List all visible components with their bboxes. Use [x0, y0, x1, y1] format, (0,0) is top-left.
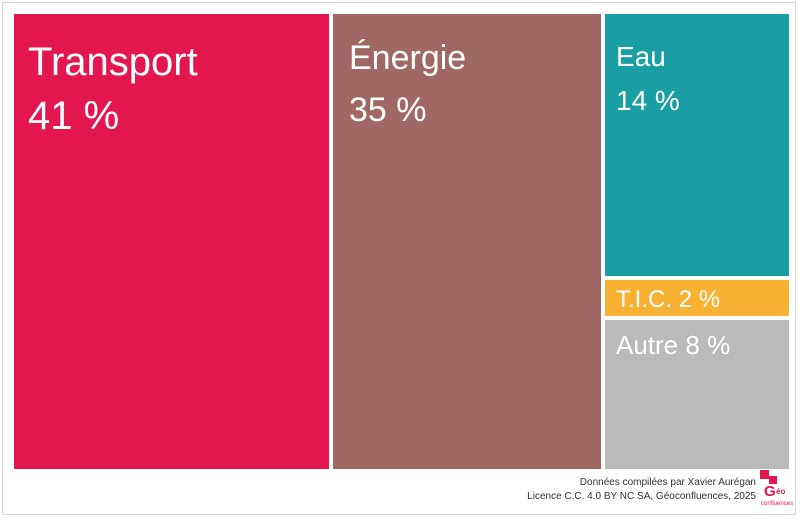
tile-value: 14 %: [616, 85, 680, 116]
svg-text:éo: éo: [776, 487, 785, 496]
tile-label: Eau: [616, 41, 666, 72]
tile-value: 41 %: [28, 94, 120, 138]
tile-label: T.I.C.: [616, 286, 673, 313]
svg-text:confluences: confluences: [761, 501, 793, 507]
tile-label: Autre: [616, 330, 679, 360]
svg-text:G: G: [764, 483, 776, 500]
credits-line-1: Données compilées par Xavier Aurégan: [579, 477, 756, 488]
treemap-tile-autre: Autre 8 %: [605, 320, 789, 469]
tile-value: 35 %: [349, 91, 427, 129]
treemap-tile-transport: Transport 41 %: [14, 14, 329, 469]
treemap-tile-tic: T.I.C. 2 %: [605, 280, 789, 316]
credits-line-2: Licence C.C. 4.0 BY NC SA, Géoconfluence…: [527, 491, 756, 502]
treemap-tile-eau: Eau 14 %: [605, 14, 789, 276]
treemap-tile-energie: Énergie 35 %: [333, 14, 601, 469]
tile-value: 8 %: [685, 330, 731, 360]
geoconfluences-logo: G éo confluences: [760, 470, 793, 507]
tile-label: Transport: [28, 40, 198, 84]
tile-value: 2 %: [678, 286, 721, 313]
source-credits: Données compilées par Xavier Aurégan Lic…: [527, 476, 756, 504]
tile-label: Énergie: [349, 39, 467, 77]
